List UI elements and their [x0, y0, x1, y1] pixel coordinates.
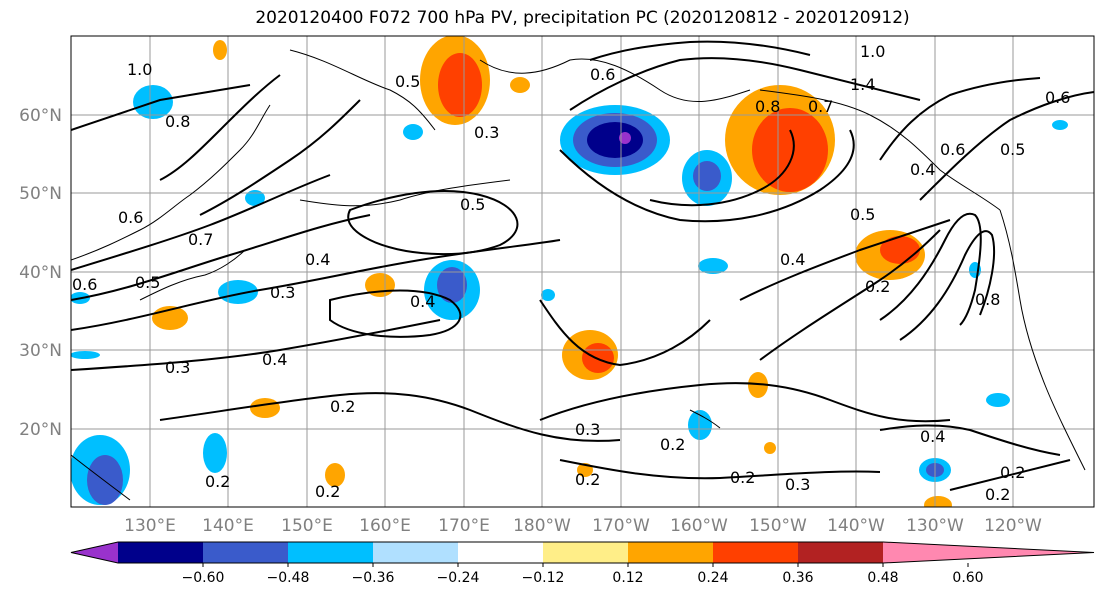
contour-label: 0.5	[395, 72, 420, 91]
contour-label: 0.4	[262, 350, 287, 369]
contour-label: 0.6	[118, 208, 143, 227]
colorbar-segment	[203, 542, 288, 563]
contour-label: 0.2	[865, 277, 890, 296]
colorbar-tick-label: 0.12	[612, 570, 643, 586]
contour-label: 1.0	[127, 60, 152, 79]
contour-label: 0.6	[590, 65, 615, 84]
latitude-labels: 60°N 50°N 40°N 30°N 20°N	[19, 106, 62, 440]
lat-label: 20°N	[19, 420, 62, 440]
lon-label: 130°E	[124, 516, 176, 536]
contour-label: 0.2	[315, 482, 340, 501]
contour-label: 0.6	[1045, 88, 1070, 107]
colorbar-tick-label: 0.48	[867, 570, 898, 586]
map-frame	[70, 35, 1095, 508]
lat-label: 40°N	[19, 263, 62, 283]
precip-shading	[71, 36, 1068, 507]
map-title: 2020120400 F072 700 hPa PV, precipitatio…	[255, 8, 910, 28]
contour-label: 0.4	[910, 160, 935, 179]
lon-label: 170°E	[438, 516, 490, 536]
contour-label: 0.3	[785, 475, 810, 494]
contour-label: 0.8	[165, 112, 190, 131]
colorbar-tick-label: −0.36	[352, 570, 395, 586]
contour-label: 0.5	[1000, 140, 1025, 159]
lon-label: 180°W	[513, 516, 571, 536]
contour-label: 1.4	[850, 75, 875, 94]
longitude-labels: 130°E 140°E 150°E 160°E 170°E 180°W 170°…	[124, 516, 1042, 536]
lat-label: 50°N	[19, 184, 62, 204]
colorbar-outline	[70, 541, 1095, 564]
contour-label: 0.2	[660, 435, 685, 454]
contour-label: 0.3	[575, 420, 600, 439]
lat-label: 60°N	[19, 106, 62, 126]
contour-label: 0.3	[474, 123, 499, 142]
colorbar-segment	[713, 542, 798, 563]
contour-label: 0.7	[188, 230, 213, 249]
contour-label: 0.5	[135, 273, 160, 292]
lon-label: 160°W	[670, 516, 728, 536]
colorbar-tick-label: −0.24	[437, 570, 480, 586]
contour-label: 0.4	[780, 250, 805, 269]
lon-label: 130°W	[906, 516, 964, 536]
contour-label: 0.4	[920, 427, 945, 446]
contour-label: 0.7	[808, 97, 833, 116]
colorbar-tick-label: 0.60	[952, 570, 983, 586]
colorbar-tick-label: 0.36	[782, 570, 813, 586]
colorbar-tick-label: −0.48	[267, 570, 310, 586]
lon-label: 150°W	[749, 516, 807, 536]
lon-label: 170°W	[592, 516, 650, 536]
contour-label: 0.5	[460, 195, 485, 214]
colorbar: −0.60 −0.48 −0.36 −0.24 −0.12 0.12 0.24 0.36 0.4…	[70, 541, 1095, 586]
contour-label: 0.2	[985, 485, 1010, 504]
contour-labels: 1.0 0.8 0.6 0.7 0.6 0.5 0.3 0.4 0.3 0.2 …	[72, 42, 1070, 504]
contour-label: 0.8	[975, 290, 1000, 309]
contour-label: 0.3	[165, 358, 190, 377]
lon-label: 160°E	[359, 516, 411, 536]
colorbar-segment	[118, 542, 203, 563]
contour-label: 0.3	[270, 283, 295, 302]
colorbar-tick-label: −0.60	[182, 570, 225, 586]
colorbar-extend-low	[71, 542, 118, 563]
contour-label: 0.5	[850, 205, 875, 224]
lon-label: 120°W	[984, 516, 1042, 536]
contour-label: 1.0	[860, 42, 885, 61]
colorbar-segment	[458, 542, 543, 563]
colorbar-segment	[798, 542, 883, 563]
coastlines	[71, 49, 1086, 501]
contour-label: 0.2	[575, 470, 600, 489]
lon-label: 140°W	[827, 516, 885, 536]
contour-label: 0.6	[940, 140, 965, 159]
contour-label: 0.2	[205, 472, 230, 491]
lon-label: 150°E	[281, 516, 333, 536]
contour-label: 0.6	[72, 275, 97, 294]
pv-contours	[71, 40, 1094, 491]
colorbar-extend-high	[883, 542, 1094, 563]
colorbar-segment	[373, 542, 458, 563]
colorbar-segment	[543, 542, 628, 563]
colorbar-tick-label: 0.24	[697, 570, 728, 586]
contour-label: 0.8	[755, 97, 780, 116]
colorbar-tick-label: −0.12	[522, 570, 565, 586]
colorbar-segment	[288, 542, 373, 563]
contour-label: 0.2	[330, 397, 355, 416]
colorbar-segment	[628, 542, 713, 563]
lat-label: 30°N	[19, 341, 62, 361]
contour-label: 0.4	[305, 250, 330, 269]
contour-label: 0.2	[730, 468, 755, 487]
contour-label: 0.4	[410, 292, 435, 311]
graticule	[71, 36, 1094, 507]
lon-label: 140°E	[202, 516, 254, 536]
contour-label: 0.2	[1000, 463, 1025, 482]
